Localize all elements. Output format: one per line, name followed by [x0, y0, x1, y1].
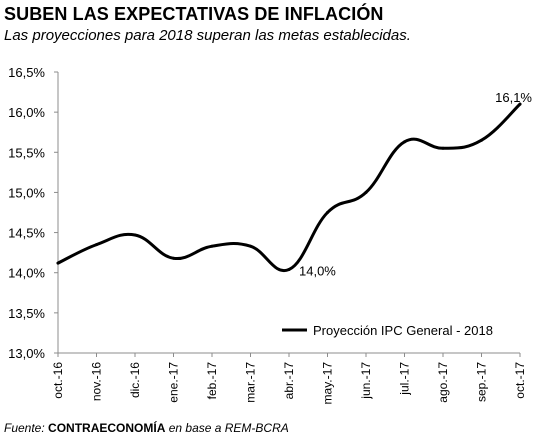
- x-tick-label: ene.-17: [167, 362, 181, 403]
- data-point: [210, 244, 214, 248]
- chart-subtitle: Las proyecciones para 2018 superan las m…: [4, 27, 411, 44]
- x-tick-label: nov.-16: [90, 362, 104, 401]
- x-axis-ticks: oct.-16 nov.-16 dic.-16 ene.-17 feb.-17 mar.-…: [51, 353, 527, 404]
- y-tick-label: 14,0%: [8, 266, 45, 281]
- series-line: [56, 102, 522, 273]
- source-note: Fuente: CONTRAECONOMÍA en base a REM-BCR…: [4, 421, 289, 435]
- data-point: [95, 243, 98, 247]
- data-point: [441, 146, 445, 150]
- y-tick-label: 14,5%: [8, 226, 45, 241]
- y-tick-label: 16,0%: [8, 105, 45, 120]
- x-tick-label: jul.-17: [398, 362, 412, 396]
- chart-title: SUBEN LAS EXPECTATIVAS DE INFLACIÓN: [4, 4, 384, 24]
- data-point: [249, 244, 252, 248]
- y-tick-label: 16,5%: [8, 65, 45, 80]
- x-tick-label: mar.-17: [244, 362, 258, 403]
- y-tick-label: 15,0%: [8, 185, 45, 200]
- axes: [57, 72, 520, 354]
- data-point: [287, 268, 291, 272]
- data-point: [403, 140, 406, 144]
- annotations: 14,0% 16,1%: [299, 90, 532, 278]
- legend: Proyección IPC General - 2018: [282, 323, 493, 338]
- data-point: [326, 211, 329, 214]
- x-tick-label: feb.-17: [205, 362, 219, 400]
- x-tick-label: ago.-17: [436, 362, 450, 403]
- data-point: [480, 138, 483, 142]
- y-axis-ticks: 13,0% 13,5% 14,0% 14,5% 15,0% 15,5% 16,0% 16,5%: [8, 65, 58, 361]
- x-tick-label: oct.-16: [51, 362, 65, 399]
- y-tick-label: 13,0%: [8, 346, 45, 361]
- x-tick-label: sep.-17: [475, 362, 489, 402]
- y-tick-label: 13,5%: [8, 306, 45, 321]
- data-point: [133, 233, 137, 237]
- legend-label: Proyección IPC General - 2018: [313, 323, 493, 338]
- data-label: 16,1%: [495, 90, 532, 105]
- x-tick-label: oct.-17: [513, 362, 527, 399]
- source-suffix: en base a REM-BCRA: [168, 421, 289, 435]
- data-point: [56, 261, 60, 265]
- series-group: [56, 102, 522, 273]
- y-tick-label: 15,5%: [8, 145, 45, 160]
- x-tick-label: dic.-16: [128, 362, 142, 398]
- data-label: 14,0%: [299, 264, 336, 279]
- source-prefix: Fuente:: [4, 421, 45, 435]
- x-tick-label: may.-17: [321, 362, 335, 405]
- x-tick-label: abr.-17: [282, 362, 296, 400]
- data-point: [364, 190, 368, 194]
- data-point: [518, 102, 522, 106]
- data-point: [172, 256, 175, 260]
- x-tick-label: jun.-17: [359, 362, 373, 400]
- source-brand: CONTRAECONOMÍA: [48, 421, 166, 435]
